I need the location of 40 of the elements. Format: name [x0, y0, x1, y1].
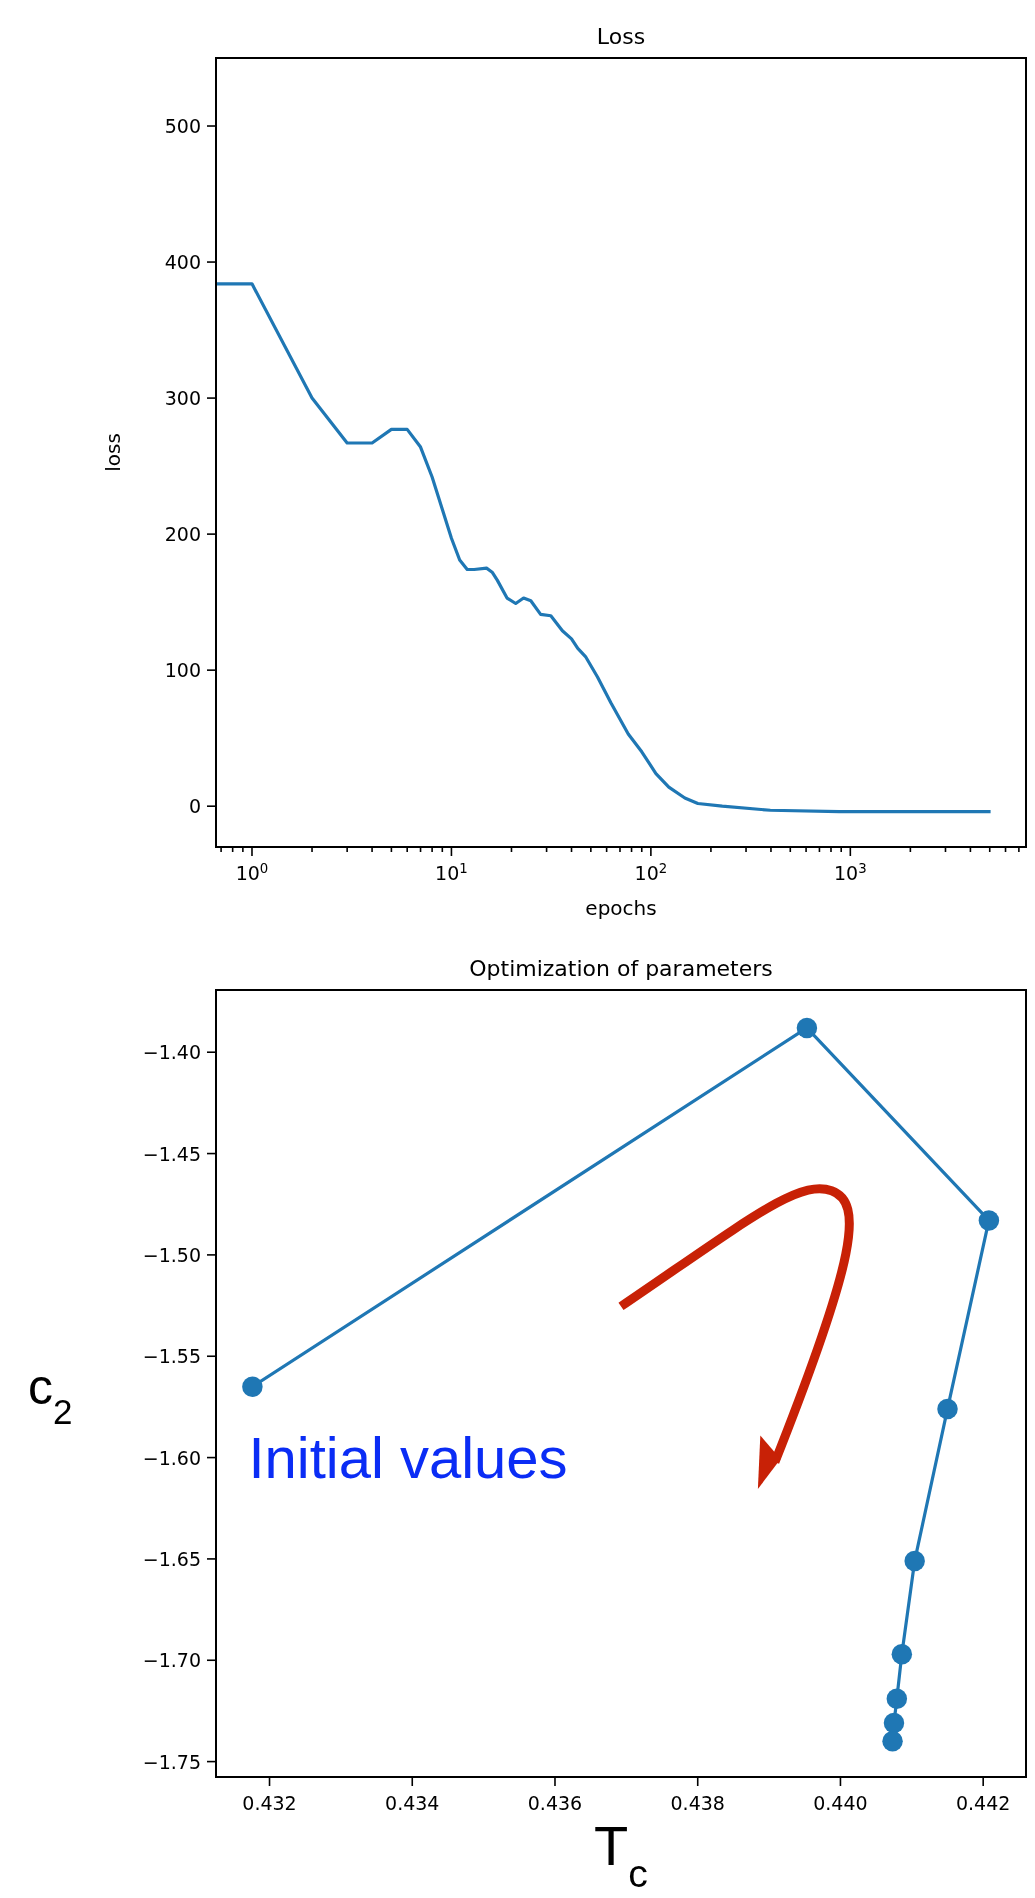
x-tick-label: 0.432 [242, 1792, 297, 1814]
y-tick-label: −1.75 [142, 1750, 201, 1773]
x-tick-label: 0.440 [813, 1792, 868, 1814]
annotation: Initial values [248, 1424, 568, 1490]
x-tick-label: 10$^{3}$ [834, 860, 867, 884]
y-tick-label: −1.65 [142, 1547, 201, 1570]
chart-title: Loss [596, 24, 646, 49]
point [904, 1550, 925, 1572]
point [882, 1731, 903, 1752]
x-tick-label: 0.438 [670, 1792, 725, 1814]
x-axis-title: epochs [585, 896, 657, 920]
y-tick-label: −1.55 [142, 1345, 201, 1368]
y-tick-label: 100 [164, 659, 201, 682]
point [891, 1643, 913, 1665]
y-tick-label: 300 [164, 387, 201, 410]
y-tick-label: −1.70 [142, 1649, 201, 1672]
point [242, 1376, 263, 1397]
point [883, 1712, 905, 1734]
y-axis-title: loss [101, 433, 125, 472]
y-tick-label: 200 [164, 523, 201, 546]
y-tick-label: −1.45 [142, 1142, 201, 1165]
x-tick-label: 0.442 [955, 1792, 1011, 1814]
y-tick-label: 500 [164, 115, 201, 138]
x-tick-label: 10$^{2}$ [634, 860, 668, 884]
y-tick-label: 0 [188, 795, 201, 818]
y-axis-title: c$_{2}$ [28, 1358, 73, 1430]
x-tick-label: 10$^{0}$ [235, 860, 269, 884]
y-tick-label: −1.40 [142, 1041, 201, 1064]
x-tick-label: 10$^{1}$ [435, 860, 468, 884]
chart-title: Optimization of parameters [469, 956, 773, 981]
point [886, 1688, 908, 1709]
point [978, 1210, 1000, 1231]
y-tick-label: −1.60 [142, 1446, 201, 1469]
y-tick-label: −1.50 [142, 1243, 201, 1266]
x-axis-title: T$_{c}$ [594, 1814, 648, 1895]
point [937, 1398, 958, 1420]
x-tick-label: 0.434 [385, 1792, 440, 1814]
y-tick-label: 400 [164, 251, 201, 274]
x-tick-label: 0.436 [527, 1792, 583, 1814]
point [796, 1017, 818, 1039]
